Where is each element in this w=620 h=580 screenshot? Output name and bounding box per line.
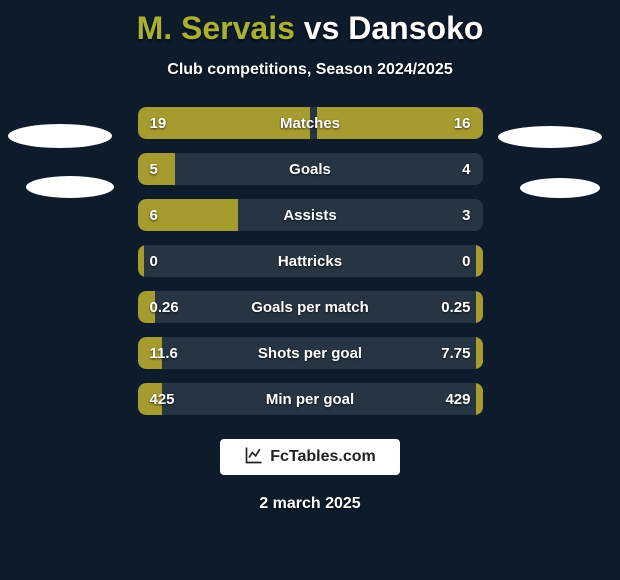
- player1-name: M. Servais: [137, 10, 295, 46]
- stat-row: 11.67.75Shots per goal: [138, 337, 483, 369]
- stat-row: 63Assists: [138, 199, 483, 231]
- decorative-oval: [8, 124, 112, 148]
- comparison-title: M. Servais vs Dansoko: [0, 0, 620, 47]
- decorative-oval: [498, 126, 602, 148]
- watermark-text: FcTables.com: [270, 448, 376, 466]
- decorative-oval: [26, 176, 114, 198]
- stat-label: Goals per match: [138, 291, 483, 323]
- stat-row: 00Hattricks: [138, 245, 483, 277]
- stat-label: Min per goal: [138, 383, 483, 415]
- stats-rows: 1916Matches 54Goals 63Assists 00Hattricks 0.…: [138, 107, 483, 415]
- stat-label: Hattricks: [138, 245, 483, 277]
- stat-label: Matches: [138, 107, 483, 139]
- stat-row: 0.260.25Goals per match: [138, 291, 483, 323]
- stat-row: 1916Matches: [138, 107, 483, 139]
- vs-text: vs: [304, 10, 340, 46]
- stat-label: Assists: [138, 199, 483, 231]
- subtitle: Club competitions, Season 2024/2025: [0, 61, 620, 79]
- stat-label: Goals: [138, 153, 483, 185]
- player2-name: Dansoko: [348, 10, 483, 46]
- date: 2 march 2025: [0, 495, 620, 513]
- stat-row: 54Goals: [138, 153, 483, 185]
- chart-icon: [244, 445, 264, 470]
- watermark: FcTables.com: [220, 439, 400, 475]
- stat-row: 425429Min per goal: [138, 383, 483, 415]
- decorative-oval: [520, 178, 600, 198]
- stat-label: Shots per goal: [138, 337, 483, 369]
